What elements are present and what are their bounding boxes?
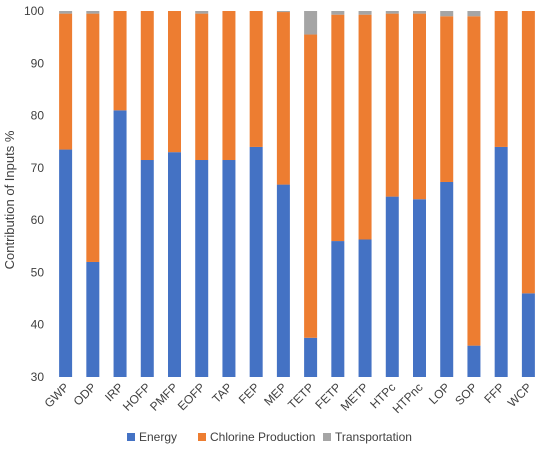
bar-segment-tap-chlorine-production — [222, 11, 236, 161]
legend-label: Chlorine Production — [210, 430, 315, 444]
bar-segment-wcp-energy — [521, 293, 535, 377]
bar-segment-fep-energy — [249, 146, 263, 377]
bar-segment-odp-transportation — [86, 11, 100, 14]
bar-segment-fep-chlorine-production — [249, 11, 263, 147]
bar-segment-eofp-chlorine-production — [195, 13, 209, 161]
bar-segment-metp-chlorine-production — [358, 14, 372, 240]
bar-segment-htpnc-chlorine-production — [413, 13, 426, 200]
bar-segment-hofp-energy — [140, 160, 154, 377]
bar-segment-odp-energy — [86, 261, 100, 377]
bar-segment-htpnc-transportation — [413, 11, 426, 14]
y-tick-label: 60 — [31, 213, 45, 227]
bar-segment-tetp-energy — [304, 337, 318, 377]
legend-label: Transportation — [335, 430, 412, 444]
bar-segment-hofp-chlorine-production — [140, 11, 154, 161]
y-tick-label: 100 — [24, 4, 44, 18]
bar-segment-lop-transportation — [440, 11, 454, 17]
x-tick-label: MEP — [261, 380, 289, 408]
legend-swatch — [127, 433, 135, 441]
legend-swatch — [323, 433, 331, 441]
bar-segment-lop-chlorine-production — [440, 16, 454, 182]
y-tick-label: 50 — [31, 265, 45, 279]
x-tick-label: HTPnc — [390, 380, 426, 416]
bar-segment-pmfp-chlorine-production — [168, 11, 181, 153]
bar-segment-irp-energy — [113, 110, 127, 377]
bar-segment-sop-transportation — [467, 11, 481, 17]
bar-segment-htpnc-energy — [413, 199, 426, 377]
bar-segment-fetp-chlorine-production — [331, 14, 345, 242]
x-tick-label: FETP — [312, 380, 344, 412]
x-tick-label: TAP — [209, 380, 235, 406]
legend-swatch — [198, 433, 206, 441]
bar-segment-htpc-chlorine-production — [385, 13, 399, 197]
bar-segment-mep-chlorine-production — [276, 12, 290, 185]
x-tick-label: GWP — [42, 380, 72, 410]
bar-segment-tap-energy — [222, 160, 236, 377]
bar-segment-gwp-chlorine-production — [59, 13, 73, 150]
x-tick-label: METP — [338, 380, 371, 413]
x-tick-label: SOP — [452, 380, 480, 408]
bar-segment-gwp-transportation — [59, 11, 73, 14]
bar-segment-wcp-chlorine-production — [521, 11, 535, 294]
bar-segment-sop-energy — [467, 345, 481, 377]
y-tick-label: 40 — [31, 318, 45, 332]
bar-segment-gwp-energy — [59, 149, 73, 377]
bar-segment-eofp-energy — [195, 160, 209, 377]
x-tick-label: LOP — [426, 380, 453, 407]
y-tick-label: 80 — [31, 109, 45, 123]
bar-segment-metp-transportation — [358, 11, 372, 15]
bar-segment-ffp-energy — [494, 146, 508, 377]
x-tick-label: EOFP — [175, 380, 208, 413]
x-tick-label: ODP — [71, 380, 99, 408]
bar-segment-metp-energy — [358, 239, 372, 377]
y-tick-label: 30 — [31, 370, 45, 384]
bar-segment-pmfp-energy — [168, 152, 181, 377]
bars-group — [59, 11, 535, 377]
x-tick-label: TETP — [285, 380, 317, 412]
bar-segment-tetp-transportation — [304, 11, 318, 35]
x-tick-label: FFP — [481, 380, 507, 406]
bar-segment-odp-chlorine-production — [86, 13, 100, 262]
x-tick-label: FEP — [236, 380, 262, 406]
legend-label: Energy — [139, 430, 177, 444]
legend: Energy Chlorine Production Transportation — [127, 430, 412, 444]
bar-segment-htpc-transportation — [385, 11, 399, 14]
y-tick-label: 90 — [31, 56, 45, 70]
bar-segment-mep-energy — [276, 184, 290, 377]
y-axis-ticks: 30 40 50 60 70 80 90 100 — [24, 4, 44, 384]
bar-segment-eofp-transportation — [195, 11, 209, 14]
bar-segment-lop-energy — [440, 181, 454, 377]
y-axis-title: Contribution of Inputs % — [2, 130, 17, 269]
x-tick-label: WCP — [505, 380, 535, 410]
bar-segment-fetp-transportation — [331, 11, 345, 15]
x-tick-label: PMFP — [147, 380, 180, 413]
bar-segment-ffp-chlorine-production — [494, 11, 508, 147]
bar-segment-irp-chlorine-production — [113, 11, 127, 111]
x-tick-label: HOFP — [120, 380, 153, 413]
y-tick-label: 70 — [31, 161, 45, 175]
bar-segment-sop-chlorine-production — [467, 16, 481, 346]
bar-segment-htpc-energy — [385, 196, 399, 377]
bar-segment-fetp-energy — [331, 241, 345, 377]
bar-segment-tetp-chlorine-production — [304, 34, 318, 338]
bar-segment-mep-transportation — [276, 11, 290, 13]
